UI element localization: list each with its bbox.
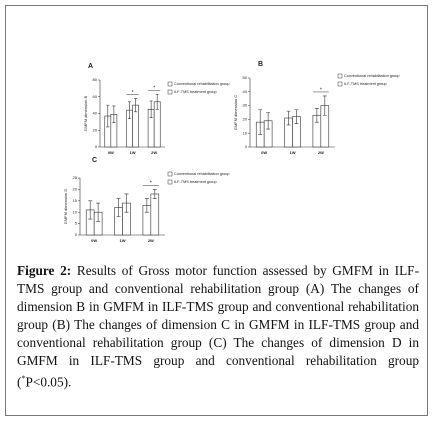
x-tick-label: 0W [261,150,267,155]
error-bar [266,112,271,130]
x-tick-label: 2W [151,150,157,155]
y-tick-label: 20 [243,116,248,121]
error-bar [96,202,101,222]
error-bar [149,100,153,118]
panel-label: B [258,61,263,68]
legend-swatch [337,81,343,87]
y-tick-label: 15 [73,198,78,203]
error-bar [88,200,93,220]
significance-mark: * [150,181,152,187]
legend-swatch [167,89,173,95]
error-bar [124,193,129,213]
legend-label: ILF-TMS treatment group [344,82,387,86]
figure-caption: Figure 2: Results of Gross motor functio… [17,262,419,391]
significance-mark: * [132,90,134,96]
legend-label: ILF-TMS treatment group [174,90,217,94]
error-bar [112,105,116,124]
x-tick-label: 1W [290,150,296,155]
y-tick-label: 30 [243,103,248,108]
y-tick-label: 0 [95,144,98,149]
y-tick-label: 20 [93,127,98,132]
y-tick-label: 10 [73,209,78,214]
y-tick-label: 20 [73,186,78,191]
x-tick-label: 2W [318,150,324,155]
legend-label: Conventional rehabilitation group [174,82,230,86]
bar-chart: C GMFM dimension D 0 5 10 15 20 25 0W 1W 2W * Conven… [63,157,229,243]
y-axis-title: GMFM dimension C [233,95,238,131]
error-bar [144,198,149,213]
panel-label: C [92,157,97,164]
error-bar [322,95,327,116]
error-bar [116,198,121,218]
y-tick-label: 25 [73,175,78,180]
error-bar [127,101,131,119]
caption-mark: * [21,374,26,383]
x-tick-label: 1W [120,238,126,243]
y-tick-label: 0 [245,144,248,149]
y-axis-title: GMFM dimension B [83,95,88,131]
y-tick-label: 40 [243,89,248,94]
figure-charts: A GMFM dimension B 0 20 40 60 80 0W 1W * 2W * Conven… [63,61,399,243]
caption-end: P<0.05). [25,374,72,390]
y-tick-label: 80 [93,77,98,82]
error-bar [106,104,110,128]
error-bar [155,93,159,110]
significance-mark: * [320,87,322,93]
y-tick-label: 0 [75,232,78,237]
legend-label: ILF-TMS treatment group [174,180,217,184]
legend-swatch [337,73,343,79]
bar-chart: A GMFM dimension B 0 20 40 60 80 0W 1W * 2W * Conven… [83,63,229,155]
y-tick-label: 40 [93,111,98,116]
y-axis-title: GMFM dimension D [63,189,68,225]
y-tick-label: 10 [243,130,248,135]
figure-frame [5,5,428,416]
x-tick-label: 0W [108,150,114,155]
y-tick-label: 5 [75,221,78,226]
error-bar [294,109,299,124]
legend-label: Conventional rehabilitation group [344,74,400,78]
error-bar [314,108,319,123]
caption-label: Figure 2: [17,263,72,278]
x-tick-label: 1W [130,150,136,155]
bar-chart: B GMFM dimension C 0 10 20 30 40 50 0W 1W 2W * Conve… [233,61,399,155]
x-tick-label: 0W [91,238,97,243]
panel-label: A [88,63,93,70]
error-bar [286,110,291,126]
legend-swatch [167,81,173,87]
bar [150,193,160,236]
y-tick-label: 50 [243,75,248,80]
x-tick-label: 2W [148,238,154,243]
caption-body: Results of Gross motor function assessed… [17,263,420,390]
significance-mark: * [153,86,155,92]
y-tick-label: 60 [93,94,98,99]
legend-swatch [167,179,173,185]
error-bar [152,189,157,199]
error-bar [258,109,263,135]
legend-label: Conventional rehabilitation group [174,172,230,176]
error-bar [134,98,138,113]
legend-swatch [167,171,173,177]
